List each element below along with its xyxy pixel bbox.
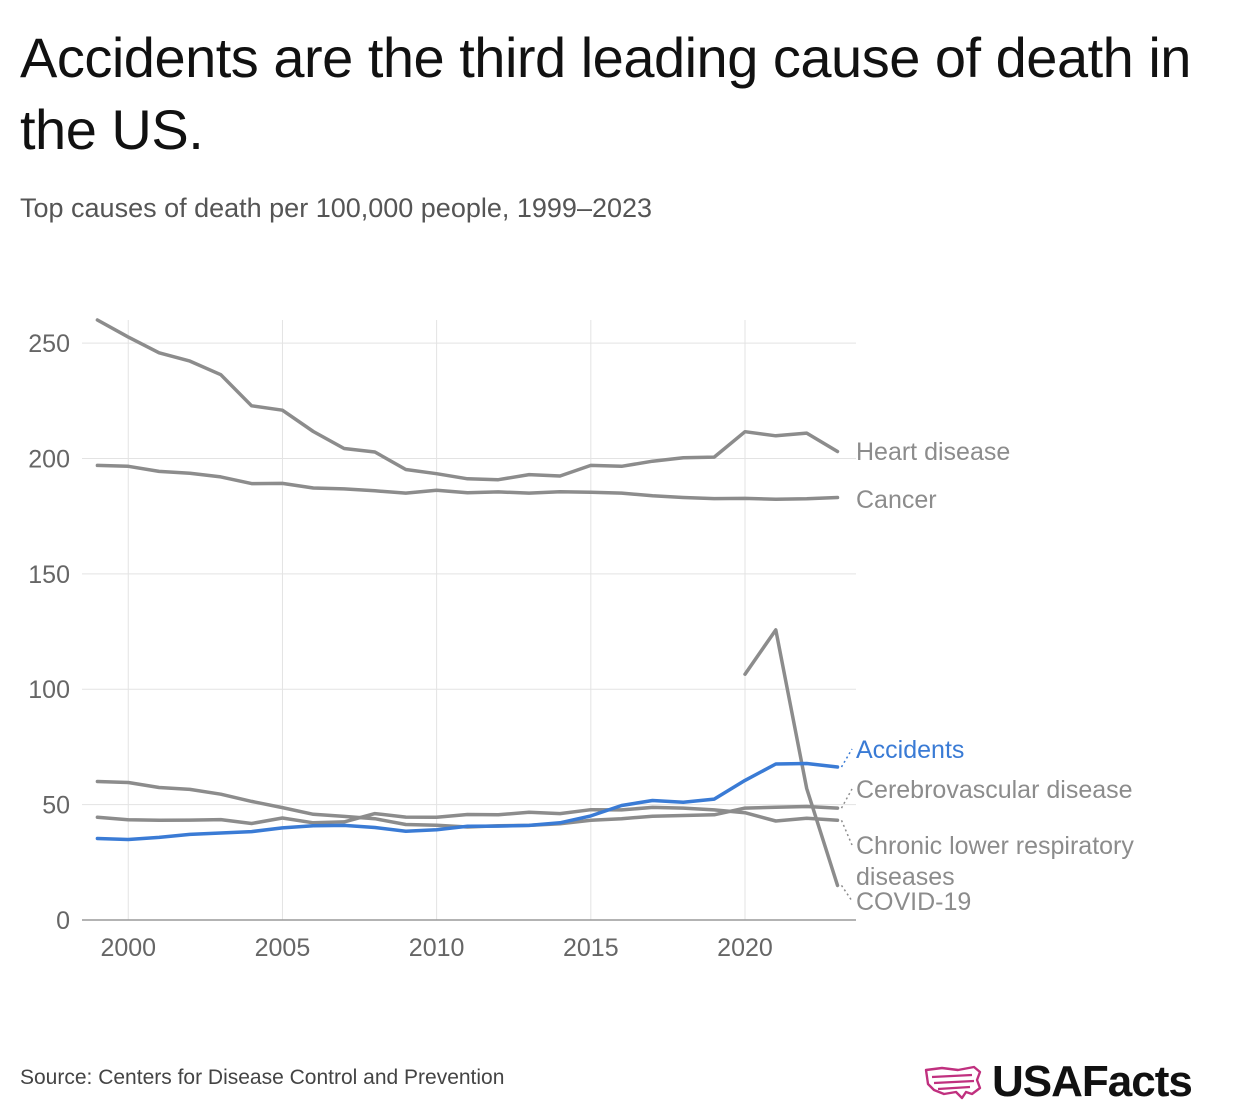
axes: 0 50 100 150 200 250 2000 2005 2010 2015 2020 bbox=[28, 330, 856, 962]
grid-lines bbox=[82, 320, 856, 920]
series-label: Heart disease bbox=[856, 438, 1010, 466]
chart-subtitle: Top causes of death per 100,000 people, … bbox=[20, 193, 653, 223]
y-tick-label: 200 bbox=[28, 445, 70, 473]
series-line-heart-disease bbox=[95, 318, 840, 482]
brand-name: USAFacts bbox=[992, 1057, 1193, 1106]
series-labels: Heart disease Cancer COVID-19 Accidents Cere… bbox=[840, 438, 1134, 916]
x-tick-label: 2005 bbox=[255, 934, 311, 962]
series-label: COVID-19 bbox=[856, 888, 971, 916]
source-note: Source: Centers for Disease Control and … bbox=[20, 1066, 505, 1089]
label-leader-line bbox=[840, 884, 853, 902]
y-tick-label: 50 bbox=[42, 792, 70, 820]
series-line-covid-19 bbox=[743, 628, 840, 888]
series-label: Accidents bbox=[856, 736, 964, 764]
x-tick-label: 2000 bbox=[100, 934, 156, 962]
series-label: Cancer bbox=[856, 486, 937, 514]
y-tick-label: 150 bbox=[28, 561, 70, 589]
series-lines bbox=[95, 318, 840, 888]
brand-logo: USAFacts bbox=[922, 1054, 1222, 1110]
y-tick-label: 0 bbox=[56, 907, 70, 935]
series-line-chronic-lower-respiratory-diseases bbox=[95, 805, 840, 826]
series-line-accidents bbox=[95, 761, 840, 842]
y-tick-label: 250 bbox=[28, 330, 70, 358]
x-tick-label: 2015 bbox=[563, 934, 619, 962]
series-line-cancer bbox=[95, 463, 840, 502]
y-tick-label: 100 bbox=[28, 676, 70, 704]
x-tick-label: 2010 bbox=[409, 934, 465, 962]
chart-title: Accidents are the third leading cause of… bbox=[20, 26, 1191, 161]
x-tick-label: 2020 bbox=[717, 934, 773, 962]
label-leader-line bbox=[840, 820, 853, 846]
series-label: Cerebrovascular disease bbox=[856, 776, 1133, 804]
line-chart: 0 50 100 150 200 250 2000 2005 2010 2015 2020 Hear… bbox=[28, 318, 1134, 962]
label-leader-line bbox=[840, 788, 853, 809]
series-label: Chronic lower respiratory diseases bbox=[856, 832, 1134, 891]
us-map-flag-icon bbox=[924, 1065, 982, 1100]
label-leader-line bbox=[840, 748, 853, 768]
